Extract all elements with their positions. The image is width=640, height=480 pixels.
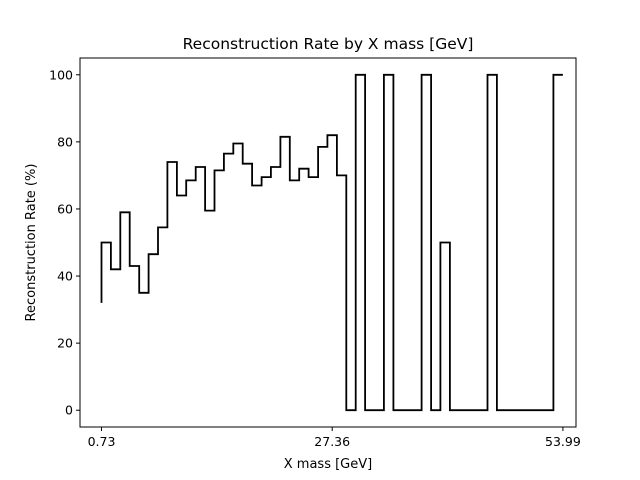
y-tick-label: 0 [65, 403, 73, 418]
x-tick-label: 0.73 [88, 434, 116, 449]
chart-title: Reconstruction Rate by X mass [GeV] [183, 35, 474, 53]
x-tick-label: 27.36 [314, 434, 350, 449]
x-axis-label: X mass [GeV] [284, 457, 372, 472]
y-tick-label: 100 [49, 67, 73, 82]
x-axis: 0.73 27.36 53.99 [88, 427, 581, 449]
y-tick-label: 80 [57, 134, 73, 149]
series-step-line [100, 73, 563, 412]
y-tick-label: 60 [57, 201, 73, 216]
plot-frame [79, 57, 577, 428]
y-axis-label: Reconstruction Rate (%) [24, 164, 39, 322]
y-axis: 0 20 40 60 80 100 [49, 67, 80, 418]
x-tick-label: 53.99 [545, 434, 581, 449]
y-tick-label: 20 [57, 336, 73, 351]
y-tick-label: 40 [57, 269, 73, 284]
